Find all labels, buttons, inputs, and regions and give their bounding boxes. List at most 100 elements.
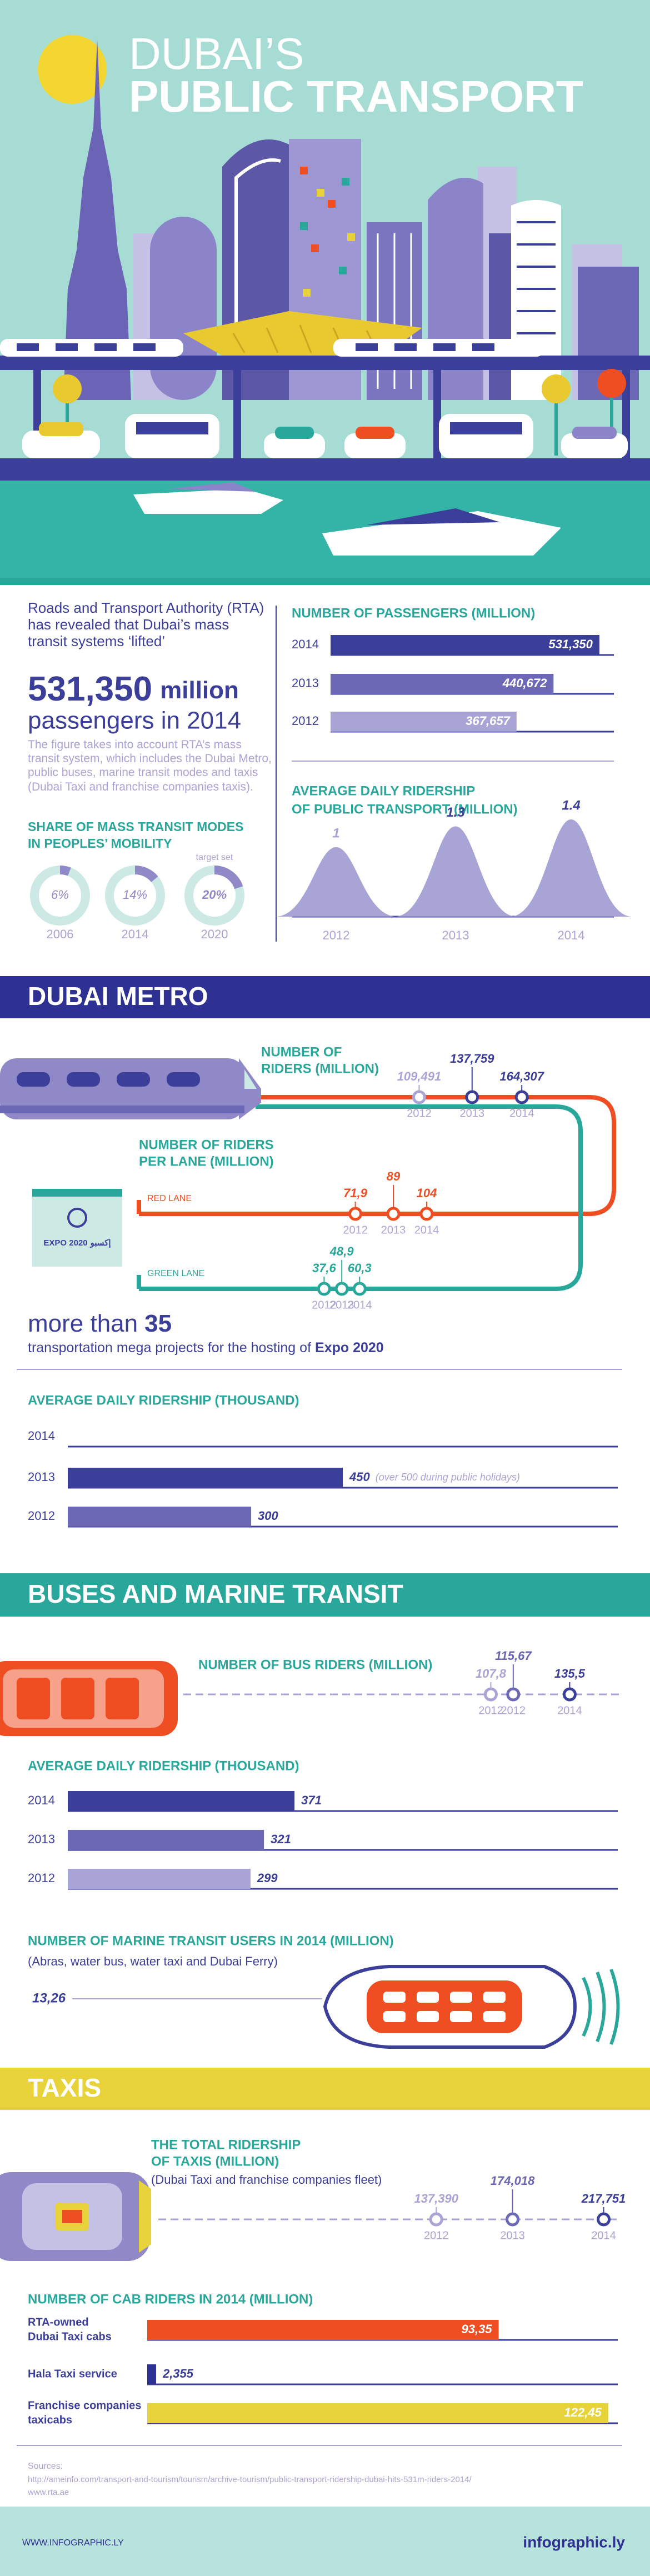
hero-illustration-part-part [394,343,417,351]
hero-illustration-part-part [233,370,241,459]
hero-illustration-part-part [56,343,78,351]
donut-arc [214,866,243,889]
hero-illustration-part [0,356,650,370]
hero-illustration-part [264,433,325,458]
bus-illustration [0,1661,619,1736]
taxis-banner [0,2068,650,2110]
chart-title: NUMBER OF RIDERS [139,1137,274,1152]
taxi-illustration-part [139,2180,151,2253]
hero-illustration-part-part [339,267,347,274]
title-line: DUBAI’S [129,29,304,78]
hero-illustration-part [367,508,500,525]
bus-illustration-part-part [106,1678,139,1719]
bus-illustration-part-part [61,1678,94,1719]
metro-illustration-part-part [117,1072,150,1087]
metro-illustration-part [17,1072,200,1087]
category-label: Hala Taxi service [28,2368,117,2380]
category-label: 2014 [292,637,319,651]
ship-illustration-part [367,1980,522,2033]
source-link[interactable]: www.rta.ae [27,2488,69,2497]
intro-caption: passengers in 2014 [28,707,241,734]
hero-illustration-part [136,422,208,434]
chart-subtitle: (Abras, water bus, water taxi and Dubai … [28,1954,278,1968]
timeline-point [597,2212,611,2227]
value-label: 2,355 [162,2367,194,2380]
year-label: 2014 [414,1224,439,1236]
source-link[interactable]: http://ameinfo.com/transport-and-tourism… [28,2475,472,2484]
value-label: 89 [387,1169,401,1183]
metro-illustration-part [244,1069,257,1089]
chart-title: IN PEOPLES’ MOBILITY [28,836,172,851]
footer-left[interactable]: WWW.INFOGRAPHIC.LY [22,2538,124,2548]
footer-brand[interactable]: infographic.ly [523,2533,625,2550]
hero-illustration-part [150,217,217,400]
hero-illustration-part [22,431,100,458]
projects-number: 35 [144,1310,172,1337]
hero-title: DUBAI’S PUBLIC TRANSPORT [129,29,583,121]
hero-illustration-part [439,414,533,458]
bar [68,1791,295,1811]
value-label: 1.4 [562,798,580,813]
value-label: 300 [258,1509,278,1523]
peak [510,819,632,917]
ship-illustration-part-part [450,1992,472,2003]
category-label: 2012 [28,1871,55,1885]
hero-illustration-part [450,422,522,434]
value-label: 37,6 [312,1261,337,1275]
chart-subtitle: (Dubai Taxi and franchise companies flee… [151,2173,382,2187]
hero-illustration-part-part [53,374,82,403]
category-label: 2013 [28,1470,55,1484]
year-label: 2014 [509,1107,534,1119]
donut-arc [59,866,71,876]
ship-illustration-part-part [483,2011,506,2022]
category-label: taxicabs [28,2414,72,2426]
bar [331,635,599,655]
value-label: 20% [202,888,227,902]
timeline-point [514,1090,529,1104]
hero-illustration-part [517,221,556,334]
metro-illustration-part [139,1095,616,1216]
hero-illustration-part-part [347,233,355,241]
legend-entry: RED LANE [147,1194,192,1203]
ship-illustration [72,1965,620,2049]
year-label: 2013 [500,2229,525,2242]
year-label: 2013 [329,1299,354,1311]
buses-banner [0,1573,650,1617]
hero-illustration-part [63,39,131,400]
hero-illustration-part [300,178,349,274]
timeline-point [429,2212,443,2227]
year-label: 2014 [347,1299,372,1311]
chart-title: OF PUBLIC TRANSPORT (MILLION) [292,802,518,817]
metro-illustration-part-part [17,1072,50,1087]
bar [147,2364,156,2384]
value-label: 60,3 [348,1261,372,1275]
ship-illustration-part-part [596,1971,606,2043]
bar [68,1507,251,1527]
value-label: 109,491 [397,1069,442,1083]
hero-illustration-part [0,458,650,481]
hero-illustration-part [300,167,336,252]
intro-figure: 531,350 [28,670,152,708]
hero-illustration [0,0,650,585]
sources-heading: Sources: [28,2462,63,2471]
bar [68,1869,251,1889]
donut-arc [134,866,158,883]
ship-illustration-part-part [383,2011,406,2022]
hero-illustration-part-part [303,289,311,297]
timeline-point [465,1090,479,1104]
hero-illustration-part [572,427,617,439]
bar [331,712,517,732]
value-label: 93,35 [461,2322,492,2336]
hero-illustration-part-part [356,343,378,351]
year-label: 2013 [459,1107,484,1119]
chart-title: NUMBER OF BUS RIDERS (MILLION) [198,1657,432,1672]
expo-label-line: EXPO 2020 إكسبو [43,1238,111,1248]
hero-illustration-part [303,189,355,297]
chart-title: SHARE OF MASS TRANSIT MODES [28,819,243,834]
hero-illustration-part-part [311,244,319,252]
banner-title: DUBAI METRO [28,982,208,1011]
metro-banner [0,976,650,1018]
banner-title: BUSES AND MARINE TRANSIT [28,1579,403,1608]
hero-illustration-part-part [317,189,324,197]
hero-illustration-part-part [554,389,558,456]
